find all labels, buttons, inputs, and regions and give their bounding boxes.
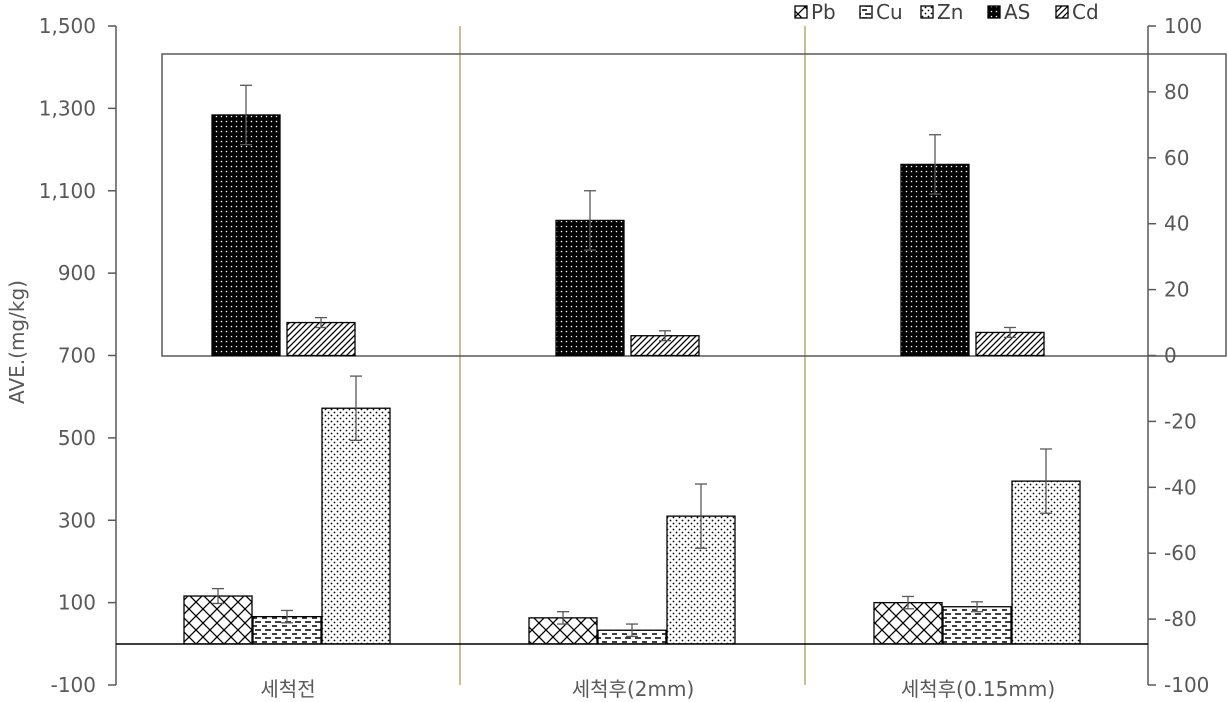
legend-swatch — [1055, 5, 1069, 19]
left-tick-label: 1,300 — [39, 96, 96, 120]
category-label: 세척전 — [260, 677, 315, 701]
right-tick-label: -40 — [1164, 475, 1197, 499]
left-tick-label: -100 — [51, 673, 96, 697]
category-labels: 세척전 세척후(2mm) 세척후(0.15mm) — [260, 677, 1055, 701]
left-tick-label: 300 — [58, 508, 96, 532]
right-tick-label: 20 — [1164, 278, 1189, 302]
category-label: 세척후(2mm) — [572, 677, 695, 701]
right-tick-label: -20 — [1164, 409, 1197, 433]
right-axis-ticks: -100 -80 -60 -40 -20 0 20 40 60 80 100 — [1148, 14, 1209, 697]
legend-label: Pb — [811, 0, 836, 24]
right-tick-label: -100 — [1164, 673, 1209, 697]
legend-swatch — [920, 5, 934, 19]
right-tick-label: 80 — [1164, 80, 1189, 104]
right-tick-label: 100 — [1164, 14, 1202, 38]
right-tick-label: 0 — [1164, 344, 1177, 368]
bar — [211, 114, 281, 357]
right-tick-label: 60 — [1164, 146, 1189, 170]
legend-label: AS — [1004, 0, 1030, 24]
legend-swatch — [859, 5, 873, 19]
left-tick-label: 500 — [58, 426, 96, 450]
bar — [900, 163, 970, 357]
left-tick-label: 700 — [58, 344, 96, 368]
left-axis-ticks: -100 100 300 500 700 900 1,100 1,300 1,500 — [39, 14, 116, 697]
left-tick-label: 1,500 — [39, 14, 96, 38]
y-axis-label: AVE.(mg/kg) — [5, 280, 29, 404]
bars — [183, 84, 1081, 645]
legend: Pb Cu Zn AS Cd — [794, 0, 1099, 24]
legend-swatch — [987, 5, 1001, 19]
left-tick-label: 900 — [58, 261, 96, 285]
category-label: 세척후(0.15mm) — [901, 677, 1055, 701]
legend-label: Cd — [1072, 0, 1099, 24]
left-tick-label: 100 — [58, 591, 96, 615]
right-tick-label: -60 — [1164, 541, 1197, 565]
legend-label: Zn — [937, 0, 963, 24]
bar — [942, 606, 1012, 645]
legend-swatch — [794, 5, 808, 19]
inset-frame — [161, 53, 1227, 357]
legend-label: Cu — [876, 0, 903, 24]
bar — [321, 407, 391, 645]
right-tick-label: 40 — [1164, 212, 1189, 236]
right-tick-label: -80 — [1164, 607, 1197, 631]
left-tick-label: 1,100 — [39, 179, 96, 203]
bar — [183, 595, 253, 645]
